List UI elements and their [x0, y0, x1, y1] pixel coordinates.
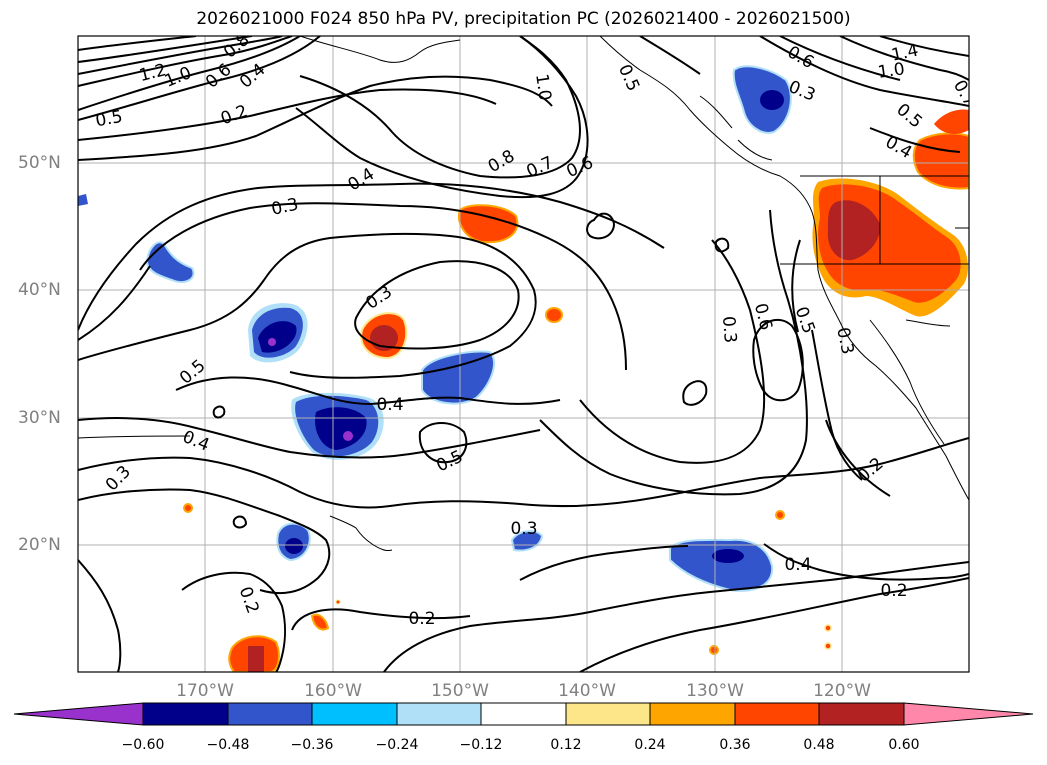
contour-label: 0.2 — [880, 581, 907, 601]
precip-core — [712, 549, 744, 563]
lon-label-150w: 150°W — [431, 681, 489, 701]
precip-blob — [335, 599, 341, 605]
coastlines — [78, 36, 969, 551]
map-title: 2026021000 F024 850 hPa PV, precipitatio… — [196, 9, 851, 29]
precip-core — [268, 338, 276, 346]
contour-label: 0.5 — [433, 447, 466, 477]
colorbar-tick-label: −0.24 — [375, 737, 419, 753]
contour-label: 1.0 — [531, 73, 555, 103]
colorbar-tick-label: −0.60 — [121, 737, 165, 753]
precip-core — [343, 431, 353, 441]
precip-blob — [510, 530, 544, 552]
contour-label: 0.3 — [270, 195, 301, 220]
map-frame — [77, 35, 970, 673]
contour-label: 0.4 — [882, 132, 915, 163]
colorbar-tick-label: −0.36 — [290, 737, 334, 753]
precip-blob — [824, 642, 832, 650]
colorbar-tick-label: −0.12 — [459, 737, 503, 753]
contour-label: 0.4 — [345, 164, 379, 195]
colorbar-tick-label: 0.60 — [888, 737, 920, 753]
precip-core — [285, 538, 303, 554]
precip-blob — [183, 503, 193, 513]
contour-label: 0.4 — [236, 60, 270, 93]
contour-label: 0.7 — [524, 153, 557, 182]
precip-blob — [827, 200, 881, 261]
contour-label: 0.4 — [784, 555, 811, 575]
colorbar-segment — [649, 702, 736, 726]
contour-label: 0.6 — [784, 42, 817, 73]
precip-blob — [78, 194, 88, 206]
colorbar-segment — [480, 702, 567, 726]
negative-precip-areas — [78, 65, 792, 592]
colorbar-segment — [227, 702, 313, 726]
precip-blob — [421, 350, 495, 405]
precip-blob — [458, 204, 519, 244]
contour-label: 0.5 — [614, 62, 643, 95]
gridlines — [78, 36, 969, 672]
colorbar-segment — [311, 702, 398, 726]
lat-label-40n: 40°N — [18, 280, 61, 300]
lat-label-30n: 30°N — [18, 408, 61, 428]
colorbar-segment — [565, 702, 651, 726]
precip-blob — [145, 241, 195, 284]
colorbar-segment — [734, 702, 820, 726]
colorbar-tick-label: 0.36 — [719, 737, 751, 753]
colorbar-tick-label: −0.48 — [206, 737, 250, 753]
contour-label: 0.5 — [94, 107, 124, 131]
precip-blob — [669, 538, 774, 592]
lon-label-160w: 160°W — [304, 681, 362, 701]
contour-label: 0.3 — [718, 315, 740, 343]
lat-label-50n: 50°N — [18, 153, 61, 173]
colorbar-segment — [142, 702, 229, 726]
lon-label-170w: 170°W — [176, 681, 234, 701]
precip-blob — [912, 132, 969, 190]
colorbar-tick-label: 0.48 — [803, 737, 835, 753]
colorbar-tick-label: 0.24 — [634, 737, 666, 753]
precip-blob — [709, 645, 719, 655]
lon-label-120w: 120°W — [813, 681, 871, 701]
precip-blob — [824, 624, 832, 632]
contour-label: 0.4 — [376, 395, 403, 415]
pv-contours — [78, 36, 969, 672]
contour-label: 0.5 — [892, 100, 926, 133]
contour-label: 0.3 — [832, 326, 857, 357]
contour-label: 0.2 — [408, 609, 435, 629]
contour-label: 0.2 — [218, 101, 250, 129]
precip-blob — [775, 510, 785, 520]
precip-core — [248, 646, 264, 672]
contour-label: 0.6 — [564, 153, 597, 182]
lon-label-140w: 140°W — [558, 681, 616, 701]
contour-label: 0.3 — [362, 282, 396, 314]
contour-label: 0.3 — [510, 519, 537, 539]
contour-label: 0.2 — [854, 454, 888, 487]
colorbar-extend-right — [903, 702, 1034, 726]
precip-blob — [310, 613, 330, 631]
colorbar-tick-label: 0.12 — [550, 737, 582, 753]
contour-label: 0.7 — [949, 77, 980, 110]
colorbar-segment — [396, 702, 482, 726]
precip-core — [760, 90, 784, 110]
precip-blob — [934, 109, 969, 134]
colorbar-segment — [818, 702, 905, 726]
colorbar — [13, 702, 1034, 726]
lat-label-20n: 20°N — [18, 535, 61, 555]
lon-label-130w: 130°W — [686, 681, 744, 701]
contour-label: 0.2 — [235, 584, 263, 616]
contour-label: 0.8 — [485, 146, 518, 177]
contour-label: 1.0 — [877, 59, 907, 83]
precip-blob — [258, 321, 297, 353]
contour-label: 0.8 — [220, 30, 254, 63]
precip-blob — [545, 307, 563, 323]
colorbar-extend-left — [13, 702, 144, 726]
